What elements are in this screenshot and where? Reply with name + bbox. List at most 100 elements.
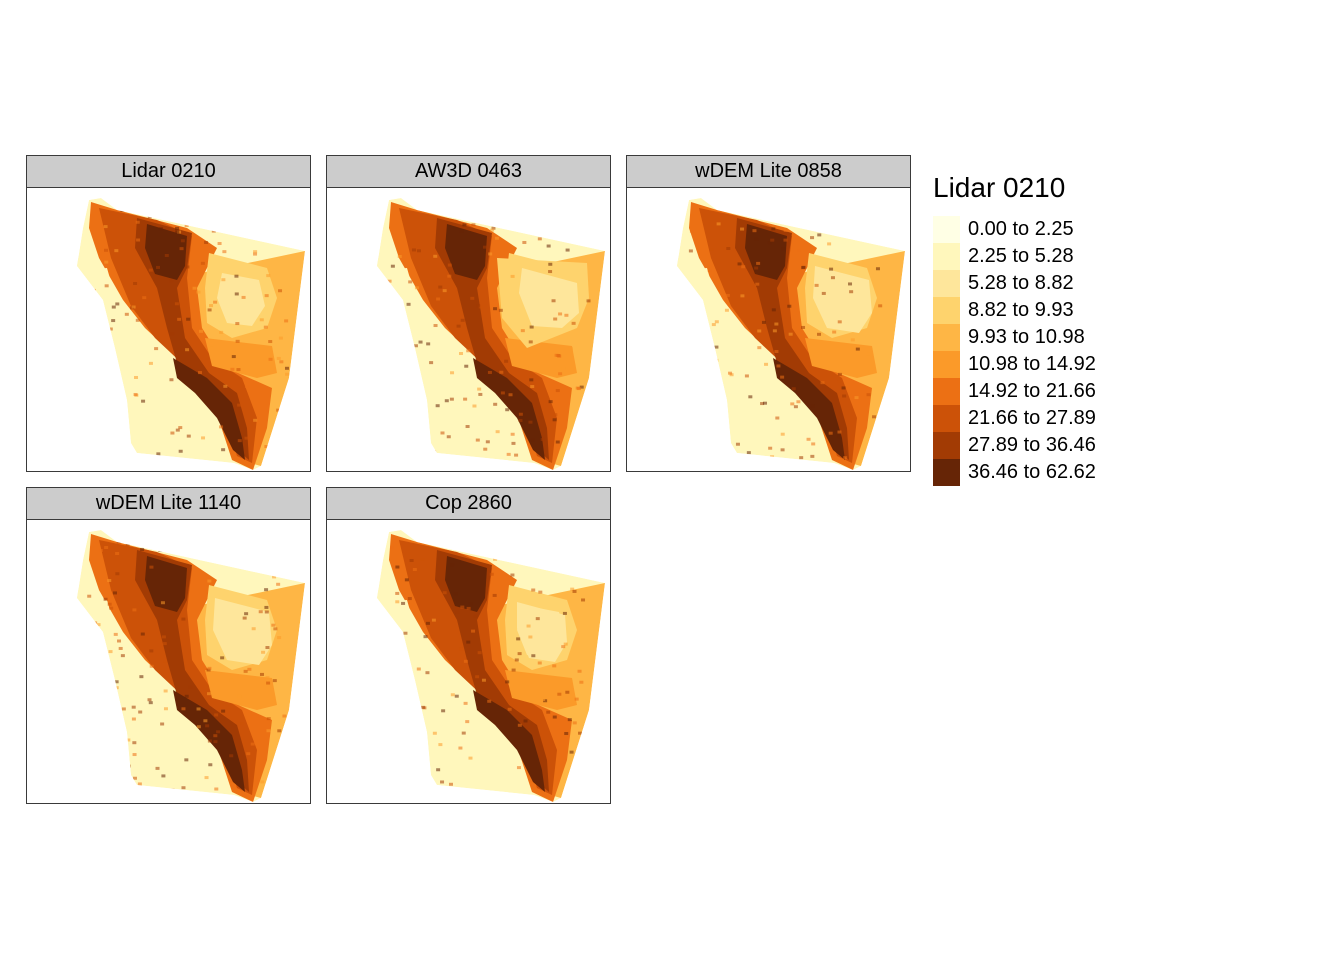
legend-swatch <box>933 459 960 486</box>
raster-cell <box>797 249 802 253</box>
legend-item: 0.00 to 2.25 <box>933 216 1096 243</box>
raster-cell <box>868 370 873 374</box>
raster-cell <box>133 392 138 396</box>
raster-cell <box>775 416 780 420</box>
raster-cell <box>397 779 402 783</box>
raster-cell <box>468 756 473 760</box>
raster-cell <box>97 300 102 304</box>
raster-cell <box>546 244 551 248</box>
raster-cell <box>266 717 271 721</box>
legend-items: 0.00 to 2.25 2.25 to 5.28 5.28 to 8.82 8.82… <box>933 216 1096 486</box>
elevation-zone <box>85 268 145 453</box>
raster-cell <box>508 393 513 397</box>
raster-cell <box>276 582 281 586</box>
raster-cell <box>455 610 460 614</box>
raster-cell <box>222 250 227 254</box>
legend-label: 10.98 to 14.92 <box>968 353 1096 375</box>
raster-cell <box>754 237 759 241</box>
raster-cell <box>137 782 142 786</box>
elevation-zone <box>505 670 577 710</box>
raster-cell <box>218 227 223 231</box>
raster-cell <box>799 456 804 460</box>
raster-cell <box>209 557 214 561</box>
raster-cell <box>478 392 483 396</box>
raster-cell <box>104 546 109 550</box>
elevation-map <box>77 530 305 802</box>
raster-cell <box>878 304 883 308</box>
raster-cell <box>780 375 785 379</box>
legend-swatch <box>933 270 960 297</box>
elevation-zone <box>213 598 272 665</box>
raster-cell <box>114 680 119 684</box>
raster-cell <box>493 402 498 406</box>
raster-cell <box>554 353 559 357</box>
raster-cell <box>132 741 137 745</box>
raster-cell <box>877 228 882 232</box>
raster-cell <box>114 686 119 690</box>
raster-cell <box>866 352 871 356</box>
raster-cell <box>442 289 447 293</box>
raster-cell <box>699 321 704 325</box>
raster-cell <box>810 404 815 408</box>
raster-cell <box>115 572 120 576</box>
raster-cell <box>153 214 158 218</box>
raster-cell <box>97 442 102 446</box>
raster-cell <box>757 346 762 350</box>
raster-cell <box>107 602 112 606</box>
raster-cell <box>209 304 214 308</box>
raster-cell <box>460 605 465 609</box>
raster-cell <box>494 236 499 240</box>
raster-cell <box>158 227 163 231</box>
elevation-zone <box>173 358 245 460</box>
raster-cell <box>390 422 395 426</box>
raster-cell <box>466 349 471 353</box>
elevation-map <box>77 198 305 470</box>
raster-cell <box>285 372 290 376</box>
raster-cell <box>134 375 139 379</box>
raster-cell <box>207 579 212 583</box>
raster-cell <box>489 572 494 576</box>
raster-cell <box>181 617 186 621</box>
raster-cell <box>440 431 445 435</box>
raster-cell <box>87 329 92 333</box>
raster-cell <box>432 450 437 454</box>
raster-cell <box>114 249 119 253</box>
raster-cell <box>841 386 846 390</box>
legend-item: 14.92 to 21.66 <box>933 378 1096 405</box>
raster-cell <box>94 766 99 770</box>
raster-cell <box>572 589 577 593</box>
raster-cell <box>472 404 477 408</box>
raster-cell <box>178 449 183 453</box>
raster-cell <box>261 650 266 654</box>
raster-cell <box>741 265 746 269</box>
raster-cell <box>483 245 488 249</box>
legend-label: 36.46 to 62.62 <box>968 461 1096 483</box>
raster-cell <box>410 686 415 690</box>
elevation-zone <box>205 670 277 710</box>
raster-cell <box>87 594 92 598</box>
raster-cell <box>796 400 801 404</box>
raster-cell <box>548 270 553 274</box>
raster-cell <box>537 237 542 241</box>
raster-cell <box>713 392 718 396</box>
raster-cell <box>103 213 108 217</box>
raster-cell <box>161 635 166 639</box>
raster-cell <box>207 666 212 670</box>
raster-cell <box>264 588 269 592</box>
raster-cell <box>466 640 471 644</box>
panel-title: wDEM Lite 0858 <box>627 156 910 188</box>
raster-cell <box>801 265 806 269</box>
elevation-zone <box>205 338 277 378</box>
raster-cell <box>843 456 848 460</box>
raster-cell <box>395 600 400 604</box>
raster-cell <box>403 684 408 688</box>
raster-cell <box>413 734 418 738</box>
raster-cell <box>147 698 152 702</box>
raster-cell <box>96 623 101 627</box>
raster-cell <box>517 723 522 727</box>
elevation-zone <box>813 266 872 333</box>
raster-cell <box>251 627 256 631</box>
raster-cell <box>776 364 781 368</box>
raster-cell <box>788 332 793 336</box>
raster-cell <box>783 228 788 232</box>
